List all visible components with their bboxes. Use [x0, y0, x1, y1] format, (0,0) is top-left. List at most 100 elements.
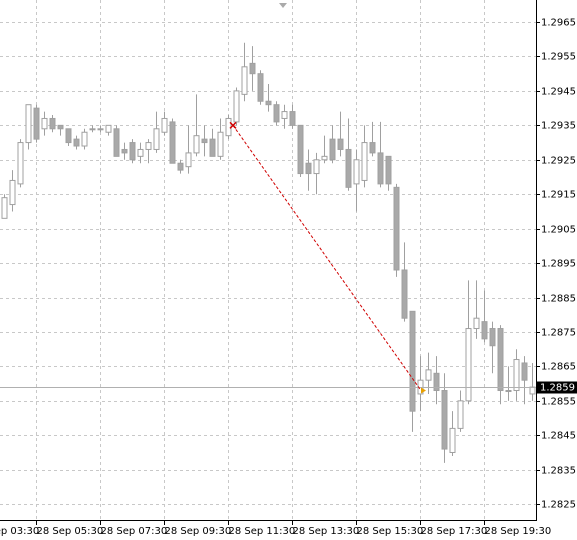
y-tick-label: 1.2885 — [541, 294, 576, 305]
candle-body — [137, 148, 144, 157]
candle-body — [9, 179, 16, 206]
candle-body — [73, 138, 80, 147]
candle-body — [441, 390, 448, 450]
candle-body — [233, 90, 240, 123]
candle-body — [177, 162, 184, 171]
candle-body — [393, 186, 400, 271]
candle-body — [273, 104, 280, 123]
y-tick-label: 1.2845 — [541, 431, 576, 442]
y-tick-label: 1.2855 — [541, 397, 576, 408]
candle-body — [201, 138, 208, 144]
candle-body — [457, 400, 464, 429]
candle-body — [153, 128, 160, 150]
y-tick-label: 1.2865 — [541, 362, 576, 373]
candle-body — [97, 128, 104, 131]
plot — [0, 42, 536, 463]
y-tick-label: 1.2875 — [541, 328, 576, 339]
candle-body — [1, 197, 8, 219]
candle-body — [385, 155, 392, 185]
candle-body — [161, 117, 168, 133]
bid-label: 1.2859 — [540, 383, 575, 394]
candle-body — [489, 328, 496, 347]
grid — [0, 0, 536, 520]
x-tick-label: 28 Sep 07:30 — [101, 526, 168, 537]
x-tick-label: 28 Sep 15:30 — [357, 526, 424, 537]
y-tick-label: 1.2945 — [541, 87, 576, 98]
candle-body — [265, 100, 272, 106]
candle-body — [425, 369, 432, 381]
candle-body — [193, 135, 200, 154]
candle-body — [49, 117, 56, 130]
candle-body — [473, 317, 480, 330]
candle-body — [321, 155, 328, 161]
x-tick-label: 28 Sep 09:30 — [165, 526, 232, 537]
y-tick-label: 1.2955 — [541, 52, 576, 63]
candle-body — [289, 111, 296, 126]
candle-body — [449, 427, 456, 454]
candle-body — [113, 128, 120, 157]
candle-body — [481, 321, 488, 340]
candle-body — [185, 152, 192, 168]
candle-body — [257, 73, 264, 102]
y-tick-label: 1.2905 — [541, 225, 576, 236]
candle-body — [337, 138, 344, 150]
candle-body — [369, 142, 376, 154]
x-tick-label: 28 Sep 05:30 — [37, 526, 104, 537]
trade-close-marker — [421, 387, 426, 394]
y-tick-label: 1.2835 — [541, 466, 576, 477]
x-tick-label: 28 Sep 13:30 — [293, 526, 360, 537]
candle-body — [17, 142, 24, 185]
candle-body — [465, 328, 472, 402]
candle-body — [505, 390, 512, 393]
candle-body — [433, 372, 440, 392]
y-tick-label: 1.2925 — [541, 156, 576, 167]
candle-body — [529, 386, 536, 395]
trade-open-marker — [229, 121, 237, 129]
candle-body — [297, 124, 304, 175]
y-tick-label: 1.2895 — [541, 259, 576, 270]
candle-body — [145, 142, 152, 150]
candle-body — [121, 148, 128, 154]
candle-body — [217, 131, 224, 157]
x-tick-label: 28 Sep 03:30 — [0, 526, 39, 537]
candle-body — [25, 104, 32, 144]
x-tick-label: 28 Sep 17:30 — [421, 526, 488, 537]
candle-body — [353, 159, 360, 185]
x-tick-label: 28 Sep 11:30 — [229, 526, 296, 537]
candle-body — [33, 107, 40, 140]
candle-body — [305, 162, 312, 175]
candle-body — [57, 124, 64, 130]
candle-body — [521, 362, 528, 381]
candle-body — [345, 148, 352, 188]
candle-body — [409, 310, 416, 412]
bid-label-box — [537, 381, 577, 394]
y-tick-label: 1.2915 — [541, 190, 576, 201]
y-tick-label: 1.2965 — [541, 18, 576, 29]
candle-body — [281, 111, 288, 119]
candle-body — [329, 138, 336, 161]
trade-line — [232, 125, 422, 391]
candle-body — [209, 138, 216, 157]
y-tick-label: 1.2825 — [541, 500, 576, 511]
candle-body — [313, 159, 320, 175]
candle-body — [41, 117, 48, 130]
candle-body — [105, 124, 112, 133]
candle-body — [65, 128, 72, 144]
candle-body — [241, 66, 248, 95]
candle-body — [81, 131, 88, 147]
candle-body — [513, 359, 520, 392]
scroll-marker — [279, 3, 287, 8]
candle-body — [129, 142, 136, 161]
candle-body — [497, 328, 504, 392]
candle-body — [89, 128, 96, 131]
candle-body — [249, 62, 256, 75]
candle-body — [361, 142, 368, 181]
x-tick-label: 28 Sep 19:30 — [485, 526, 552, 537]
candle-body — [169, 121, 176, 164]
y-tick-label: 1.2935 — [541, 121, 576, 132]
candle-body — [377, 152, 384, 185]
candle-body — [401, 269, 408, 319]
